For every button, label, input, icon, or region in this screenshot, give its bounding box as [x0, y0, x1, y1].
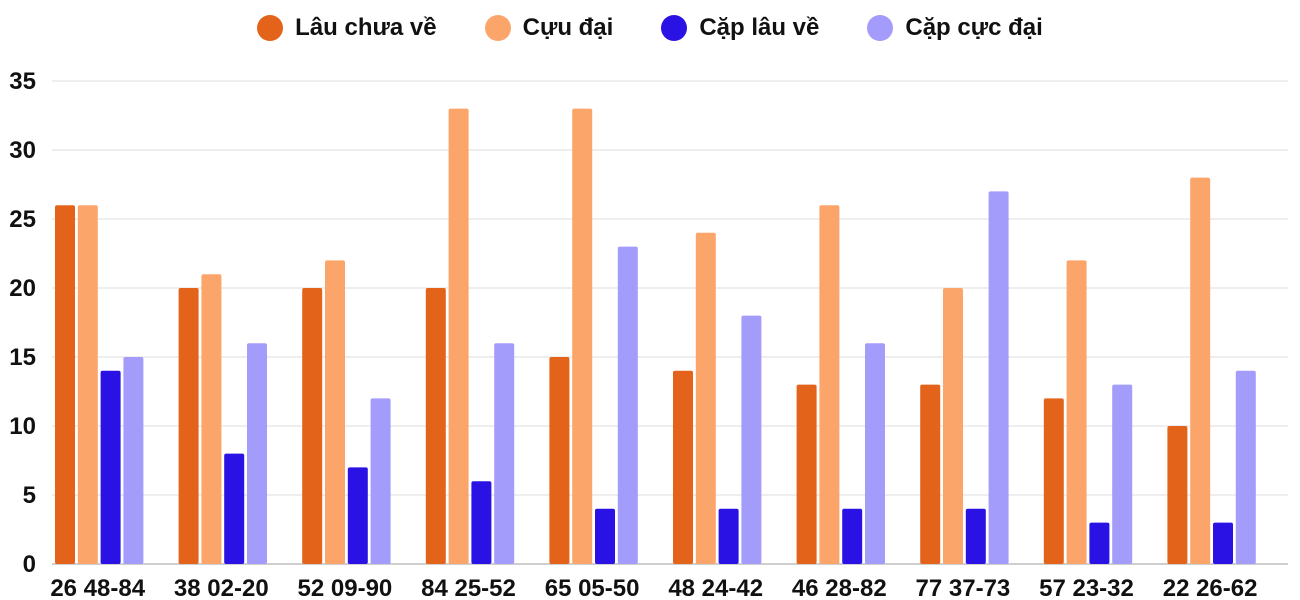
y-tick-label: 10: [9, 413, 36, 440]
x-tick-label: 65 05-50: [545, 575, 640, 600]
bar: [549, 357, 570, 564]
bar: [1043, 398, 1064, 564]
bar: [325, 260, 345, 564]
y-tick-label: 35: [9, 68, 36, 95]
x-tick-label: 22 26-62: [1163, 575, 1258, 600]
legend-item: Cặp cực đại: [867, 14, 1043, 42]
bar: [77, 205, 98, 564]
legend-swatch: [867, 15, 894, 41]
bar: [1213, 522, 1233, 564]
x-tick-label: 77 37-73: [916, 575, 1011, 600]
bar: [1112, 384, 1133, 564]
bar: [1066, 260, 1087, 564]
legend-swatch: [484, 15, 511, 41]
bar: [302, 288, 323, 564]
bar: [494, 343, 515, 564]
bar: [920, 384, 941, 564]
x-tick-label: 26 48-84: [50, 575, 145, 600]
bar: [471, 481, 492, 564]
bar: [796, 384, 817, 564]
bar: [448, 108, 469, 564]
y-tick-label: 20: [9, 275, 36, 302]
legend-swatch: [257, 15, 284, 41]
legend: Lâu chưa về Cựu đại Cặp lâu về Cặp cực đại: [0, 14, 1300, 42]
bar: [1235, 370, 1256, 564]
x-tick-label: 38 02-20: [174, 575, 269, 600]
bar: [247, 343, 267, 564]
y-tick-label: 25: [9, 206, 36, 233]
bar: [595, 508, 615, 564]
bar: [347, 467, 368, 564]
bar: [1089, 522, 1110, 564]
bar: [370, 398, 391, 564]
legend-label: Lâu chưa về: [295, 14, 437, 41]
x-tick-label: 46 28-82: [792, 575, 887, 600]
y-tick-label: 0: [23, 551, 36, 578]
bar: [819, 205, 840, 564]
bar: [1167, 426, 1188, 564]
y-tick-label: 30: [9, 137, 36, 164]
bar: [201, 274, 222, 564]
bar: [55, 205, 75, 564]
bar: [965, 508, 986, 564]
x-tick-label: 84 25-52: [421, 575, 516, 600]
x-tick-label: 48 24-42: [668, 575, 763, 600]
legend-item: Cặp lâu về: [661, 14, 819, 42]
y-tick-label: 15: [9, 344, 36, 371]
legend-label: Cặp cực đại: [905, 14, 1043, 41]
legend-item: Lâu chưa về: [257, 14, 437, 42]
bar: [425, 288, 446, 564]
x-tick-label: 57 23-32: [1039, 575, 1134, 600]
bar: [842, 508, 863, 564]
y-tick-label: 5: [23, 482, 36, 509]
bar: [988, 191, 1009, 564]
legend-item: Cựu đại: [484, 14, 614, 42]
x-tick-label: 52 09-90: [298, 575, 393, 600]
bar: [673, 370, 693, 564]
bar: [224, 453, 245, 564]
bar: [572, 108, 593, 564]
bar: [1190, 177, 1211, 564]
bar: [617, 246, 638, 564]
bar: [695, 232, 716, 565]
legend-label: Cựu đại: [522, 14, 614, 41]
bar: [943, 288, 963, 564]
bar: [718, 508, 739, 564]
bar: [123, 357, 144, 564]
bar: [178, 288, 199, 564]
bar: [865, 343, 885, 564]
legend-label: Cặp lâu về: [699, 14, 820, 41]
bar: [741, 315, 762, 564]
bar: [100, 370, 121, 564]
legend-swatch: [661, 15, 688, 41]
